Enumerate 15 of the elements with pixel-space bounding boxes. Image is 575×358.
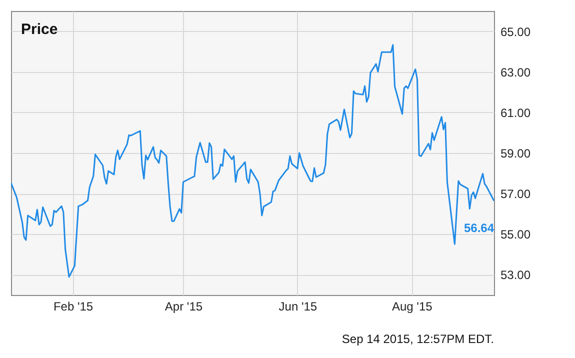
x-tick-label: Feb '15 xyxy=(53,300,94,314)
annotation: 56.64 xyxy=(464,220,494,235)
y-tick-label: 59.00 xyxy=(500,146,531,160)
y-tick-label: 53.00 xyxy=(500,268,531,282)
line-series xyxy=(11,44,494,278)
x-tick-label: Aug '15 xyxy=(392,300,433,314)
y-tick-label: 63.00 xyxy=(500,65,531,80)
text: Price xyxy=(21,21,58,38)
x-tick-label: Apr '15 xyxy=(164,300,203,314)
y-tick-label: 55.00 xyxy=(500,228,531,242)
x-tick-label: Jun '15 xyxy=(278,300,318,314)
y-tick-label: 65.00 xyxy=(500,24,531,39)
y-tick-label: 57.00 xyxy=(500,187,531,202)
text: Sep 14 2015, 12:57PM EDT. xyxy=(342,332,494,346)
y-tick-label: 61.00 xyxy=(500,106,531,120)
